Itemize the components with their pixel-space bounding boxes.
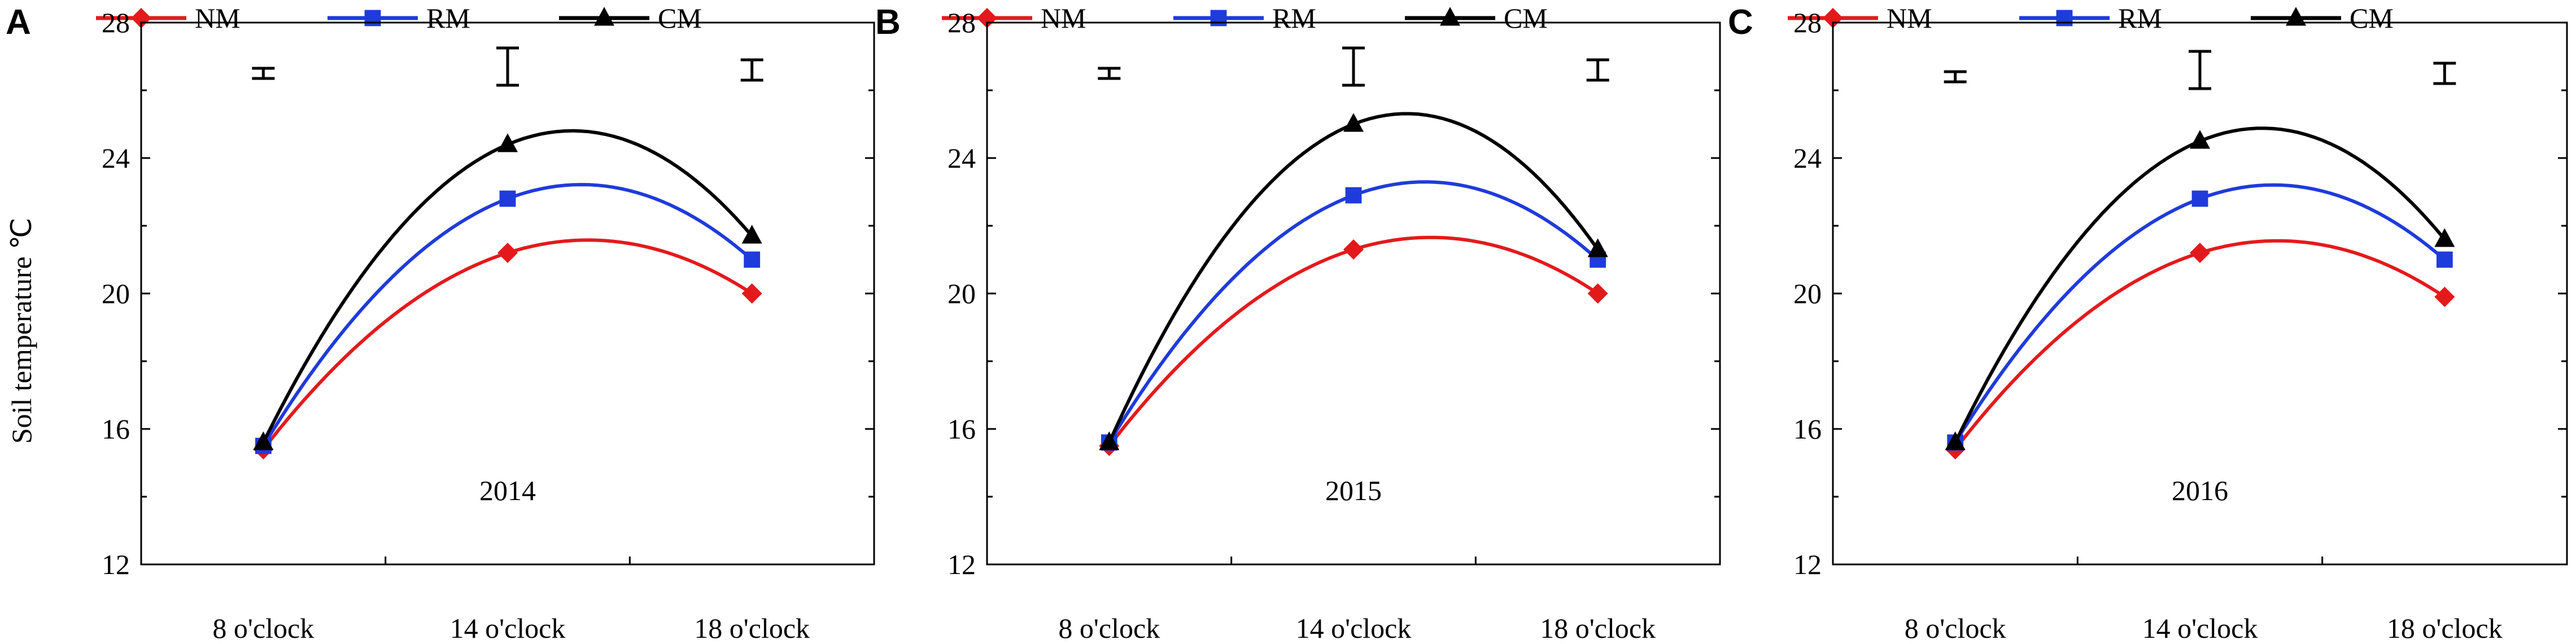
data-point-cm <box>1343 113 1364 132</box>
x-tick-label: 8 o'clock <box>1905 612 2006 644</box>
data-point-cm <box>741 225 762 244</box>
year-annotation: 2014 <box>479 475 536 506</box>
y-tick-label: 12 <box>102 549 130 580</box>
x-tick-label: 18 o'clock <box>2387 612 2503 644</box>
data-point-rm <box>744 251 761 268</box>
panel-letter: B <box>875 3 901 42</box>
series-line-cm <box>1954 126 2446 444</box>
legend-label-cm: CM <box>1504 2 1548 34</box>
data-point-nm <box>497 243 518 263</box>
data-point-rm <box>499 190 516 207</box>
series-line-nm <box>1954 239 2446 450</box>
data-point-rm <box>2436 251 2453 268</box>
series-line-nm <box>261 238 753 450</box>
panel-letter: C <box>1728 3 1753 42</box>
data-point-nm <box>741 283 762 304</box>
x-tick-label: 18 o'clock <box>1540 612 1656 644</box>
data-point-cm <box>2434 228 2455 247</box>
y-tick-label: 16 <box>1793 413 1822 445</box>
legend-marker-rm <box>364 10 381 27</box>
chart-panel-c: C NM RM CM 12 16 20 24 28 8 o'clock 14 o'clock 18 o… <box>1728 2 2568 644</box>
y-tick-label: 28 <box>102 7 130 38</box>
data-point-cm <box>497 133 518 152</box>
chart-panel-a: A NM RM CM 12 16 20 24 28 8 o'clock 14 o'clock 18 o… <box>6 2 875 644</box>
y-tick-label: 24 <box>948 142 976 174</box>
legend-label-nm: NM <box>195 2 241 34</box>
legend-label-rm: RM <box>426 2 470 34</box>
legend-marker-rm <box>1210 10 1227 27</box>
y-tick-label: 20 <box>948 278 976 309</box>
data-point-nm <box>1343 239 1364 260</box>
chart-panel-b: B NM RM CM 12 16 20 24 28 8 o'clock 14 o'clock 18 o… <box>875 2 1721 644</box>
y-tick-label: 28 <box>1793 7 1822 38</box>
data-point-cm <box>1099 431 1120 450</box>
y-tick-label: 28 <box>948 7 976 38</box>
y-tick-label: 12 <box>1793 549 1822 580</box>
series-line-cm <box>1107 112 1600 444</box>
legend-marker-cm <box>2286 7 2306 26</box>
x-tick-label: 14 o'clock <box>2142 612 2258 644</box>
data-point-nm <box>2434 287 2455 307</box>
x-tick-label: 18 o'clock <box>694 612 810 644</box>
legend-label-rm: RM <box>2118 2 2162 34</box>
legend-marker-cm <box>1440 7 1460 26</box>
y-tick-label: 16 <box>948 413 976 445</box>
x-tick-label: 8 o'clock <box>212 612 314 644</box>
legend-label-nm: NM <box>1041 2 1086 34</box>
legend-marker-rm <box>2056 10 2073 27</box>
data-point-nm <box>1587 283 1608 304</box>
data-point-cm <box>1587 238 1608 257</box>
year-annotation: 2016 <box>2172 475 2228 506</box>
data-point-rm <box>2191 190 2208 207</box>
series-line-nm <box>1107 235 1599 447</box>
legend-marker-cm <box>594 7 614 26</box>
legend-label-nm: NM <box>1887 2 1932 34</box>
y-tick-label: 24 <box>102 142 130 174</box>
legend-label-rm: RM <box>1272 2 1316 34</box>
data-point-rm <box>1345 187 1362 204</box>
x-tick-label: 8 o'clock <box>1058 612 1160 644</box>
legend-label-cm: CM <box>2350 2 2394 34</box>
series-line-cm <box>261 129 753 444</box>
year-annotation: 2015 <box>1325 475 1382 506</box>
data-point-nm <box>2190 243 2210 263</box>
series-line-rm <box>1954 183 2446 444</box>
panel-letter: A <box>6 3 31 42</box>
y-tick-label: 24 <box>1793 142 1822 174</box>
series-line-rm <box>1107 180 1599 444</box>
y-tick-label: 12 <box>948 549 976 580</box>
data-point-cm <box>1945 431 1966 450</box>
y-tick-label: 20 <box>102 278 130 309</box>
x-tick-label: 14 o'clock <box>1296 612 1412 644</box>
legend-label-cm: CM <box>658 2 702 34</box>
data-point-cm <box>253 431 274 450</box>
y-tick-label: 16 <box>102 413 130 445</box>
data-point-cm <box>2190 130 2210 149</box>
x-tick-label: 14 o'clock <box>450 612 566 644</box>
y-axis-label: Soil temperature ℃ <box>6 218 37 444</box>
y-tick-label: 20 <box>1793 278 1822 309</box>
